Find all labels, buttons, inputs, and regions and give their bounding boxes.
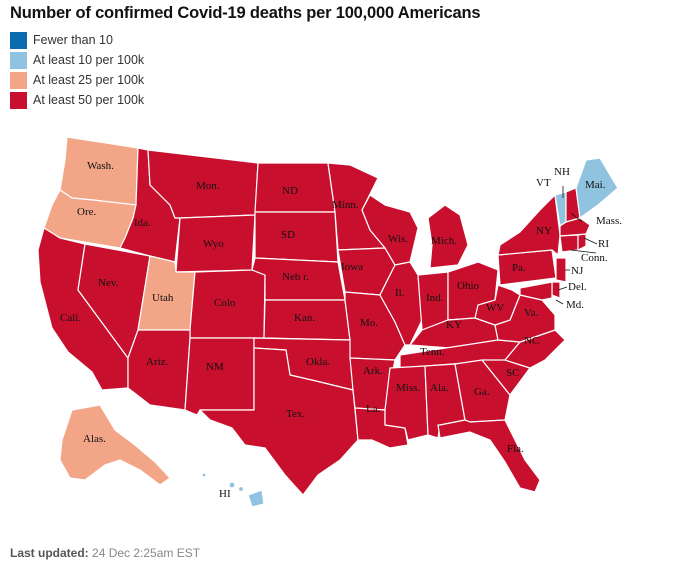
state-label-ark: Ark. xyxy=(363,365,383,377)
state-label-va: Va. xyxy=(524,307,539,319)
state-label-il: Il. xyxy=(395,287,405,299)
state-label-ky: KY xyxy=(446,319,462,331)
state-label-minn: Minn. xyxy=(332,199,359,211)
state-label-wash: Wash. xyxy=(87,160,114,172)
state-label-ga: Ga. xyxy=(474,386,490,398)
state-label-mon: Mon. xyxy=(196,180,220,192)
state-label-nev: Nev. xyxy=(98,277,119,289)
last-updated-value: 24 Dec 2:25am EST xyxy=(92,546,201,560)
state-nm[interactable] xyxy=(184,337,255,416)
state-label-okla: Okla. xyxy=(306,356,330,368)
state-label-kan: Kan. xyxy=(294,312,315,324)
state-label-mo: Mo. xyxy=(360,317,378,329)
state-label-sd: SD xyxy=(281,229,295,241)
legend-item: At least 10 per 100k xyxy=(10,50,144,70)
state-label-la: La. xyxy=(366,403,381,415)
last-updated: Last updated: 24 Dec 2:25am EST xyxy=(10,546,200,560)
state-sd[interactable] xyxy=(254,211,339,263)
state-label-cali: Cali. xyxy=(60,312,81,324)
legend: Fewer than 10 At least 10 per 100k At le… xyxy=(10,30,144,110)
state-label-md: Md. xyxy=(566,299,584,311)
state-mich[interactable] xyxy=(427,204,469,269)
state-mai[interactable] xyxy=(575,157,619,219)
legend-label: Fewer than 10 xyxy=(33,33,113,47)
state-label-nc: NC xyxy=(524,335,539,347)
state-label-ore: Ore. xyxy=(77,206,96,218)
state-label-nh: NH xyxy=(554,166,570,178)
state-label-fla: Fla. xyxy=(507,443,524,455)
state-label-mich: Mich. xyxy=(431,235,457,247)
state-alas[interactable] xyxy=(59,404,171,486)
state-hi-islet[interactable] xyxy=(201,472,207,478)
state-label-tex: Tex. xyxy=(286,408,305,420)
state-hi-islet[interactable] xyxy=(228,481,236,489)
state-pa[interactable] xyxy=(497,249,557,286)
state-label-sc: SC xyxy=(506,367,519,379)
state-fla[interactable] xyxy=(437,419,541,493)
legend-label: At least 10 per 100k xyxy=(33,53,145,67)
legend-label: At least 25 per 100k xyxy=(33,73,145,87)
state-label-wv: WV xyxy=(486,302,504,314)
state-label-ri: RI xyxy=(598,238,609,250)
state-conn[interactable] xyxy=(559,234,579,253)
state-label-conn: Conn. xyxy=(581,252,608,264)
state-label-utah: Utah xyxy=(152,292,174,304)
legend-label: At least 50 per 100k xyxy=(33,93,145,107)
legend-item: Fewer than 10 xyxy=(10,30,144,50)
state-label-iowa: Iowa xyxy=(341,261,363,273)
state-label-del: Del. xyxy=(568,281,587,293)
legend-item: At least 50 per 100k xyxy=(10,90,144,110)
state-label-ind: Ind. xyxy=(426,292,444,304)
state-label-nj: NJ xyxy=(571,265,584,277)
state-label-hi: HI xyxy=(219,488,231,500)
state-nj[interactable] xyxy=(555,257,567,283)
state-label-tenn: Tenn. xyxy=(420,346,445,358)
legend-item: At least 25 per 100k xyxy=(10,70,144,90)
state-label-ariz: Ariz. xyxy=(146,356,169,368)
state-label-mass: Mass. xyxy=(596,215,622,227)
state-label-ala: Ala. xyxy=(430,382,449,394)
state-tex[interactable] xyxy=(199,347,359,496)
state-label-mai: Mai. xyxy=(585,179,606,191)
last-updated-label: Last updated: xyxy=(10,546,89,560)
state-ri[interactable] xyxy=(577,233,587,251)
state-label-wis: Wis. xyxy=(388,233,408,245)
state-hi[interactable] xyxy=(247,489,265,508)
state-label-wyo: Wyo xyxy=(203,238,224,250)
state-md[interactable] xyxy=(519,281,553,301)
state-label-colo: Colo xyxy=(214,297,236,309)
map-title: Number of confirmed Covid-19 deaths per … xyxy=(10,4,481,22)
state-label-pa: Pa. xyxy=(512,262,526,274)
state-hi-islet[interactable] xyxy=(237,485,245,493)
state-label-nd: ND xyxy=(282,185,298,197)
legend-swatch xyxy=(10,91,27,109)
legend-swatch xyxy=(10,31,27,49)
state-label-nm: NM xyxy=(206,361,224,373)
state-label-vt: VT xyxy=(536,177,551,189)
legend-swatch xyxy=(10,51,27,69)
state-label-nebr: Neb r. xyxy=(282,271,309,283)
state-ariz[interactable] xyxy=(127,329,191,411)
state-label-ida: Ida. xyxy=(134,217,151,229)
state-label-miss: Miss. xyxy=(396,382,420,394)
legend-swatch xyxy=(10,71,27,89)
leader-line xyxy=(555,186,598,305)
state-label-ohio: Ohio xyxy=(457,280,480,292)
state-label-alas: Alas. xyxy=(83,433,106,445)
state-label-ny: NY xyxy=(536,225,552,237)
